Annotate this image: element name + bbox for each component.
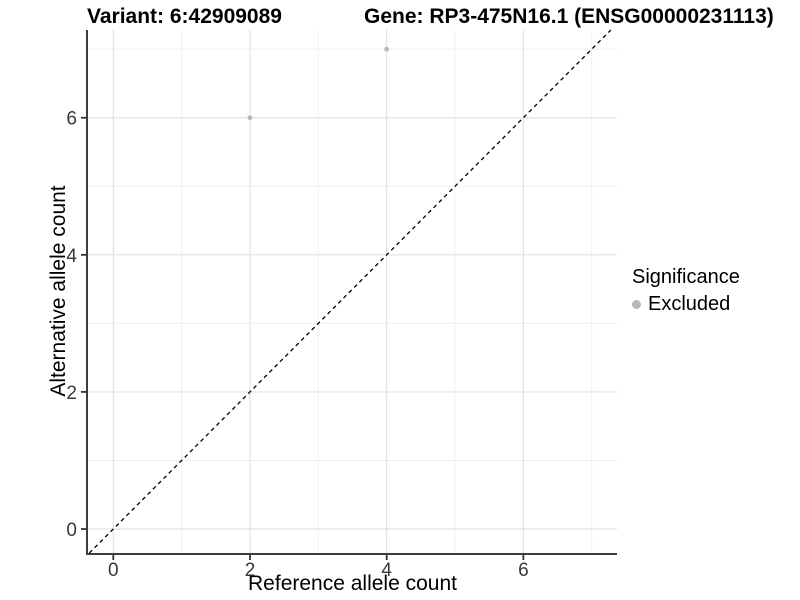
data-point (247, 115, 253, 121)
y-tick-label: 2 (66, 383, 77, 404)
plot-title-variant: Variant: 6:42909089 (87, 5, 282, 28)
x-axis-title: Reference allele count (248, 572, 457, 595)
plot-title-gene: Gene: RP3-475N16.1 (ENSG00000231113) (364, 5, 774, 28)
x-tick-label: 6 (518, 560, 529, 581)
x-tick-label: 2 (245, 560, 256, 581)
y-tick-label: 4 (66, 246, 77, 267)
legend-item-excluded: Excluded (632, 293, 740, 316)
x-tick-label: 4 (381, 560, 392, 581)
data-point (384, 46, 390, 52)
legend-title: Significance (632, 266, 740, 288)
x-tick-label: 0 (108, 560, 119, 581)
legend-item-label: Excluded (648, 293, 731, 315)
legend-key-dot-icon (632, 300, 641, 309)
identity-dashed-line (88, 29, 612, 554)
y-tick-label: 6 (66, 109, 77, 130)
y-axis-title: Alternative allele count (47, 185, 70, 397)
legend: Significance Excluded (632, 266, 740, 316)
y-tick-label: 0 (66, 520, 77, 541)
